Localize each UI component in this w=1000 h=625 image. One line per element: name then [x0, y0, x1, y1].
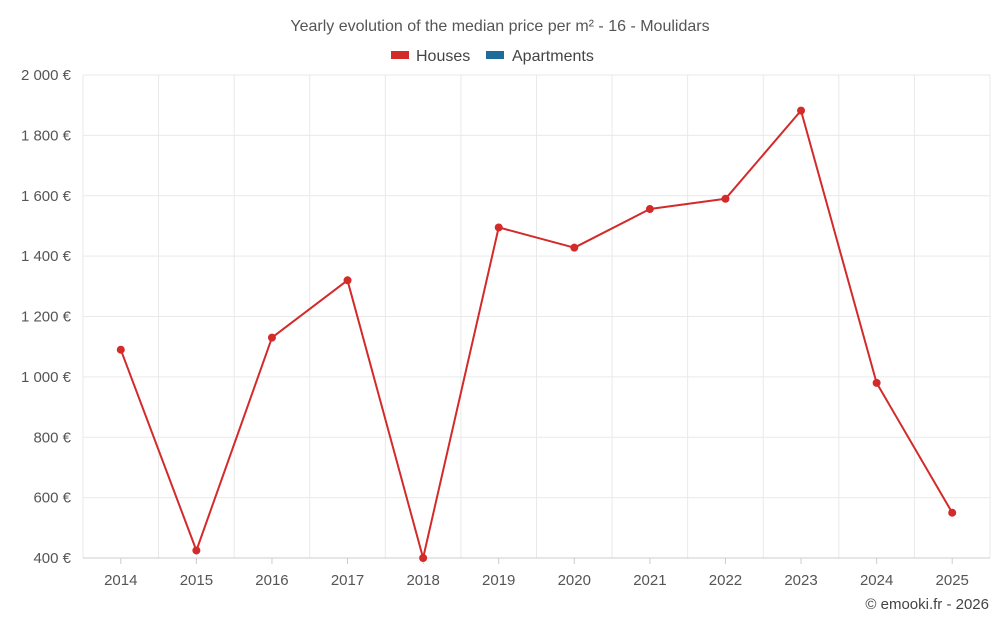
y-tick-label: 400 € — [33, 550, 71, 567]
x-tick-label: 2018 — [406, 572, 439, 589]
data-point-houses[interactable] — [721, 194, 730, 203]
axes: 400 € 600 € 800 € 1 000 € 1 200 € 1 400 € 1 60… — [21, 67, 990, 589]
chart-title: Yearly evolution of the median price per… — [290, 18, 709, 35]
x-tick-label: 2022 — [709, 572, 742, 589]
y-tick-label: 800 € — [33, 429, 71, 446]
y-tick-label: 600 € — [33, 490, 71, 507]
x-tick-label: 2024 — [860, 572, 893, 589]
data-point-houses[interactable] — [267, 333, 276, 342]
x-tick-label: 2023 — [784, 572, 817, 589]
legend-swatch-houses[interactable] — [391, 51, 409, 59]
y-tick-label: 1 800 € — [21, 127, 72, 144]
legend-label-houses[interactable]: Houses — [416, 48, 470, 65]
y-tick-label: 1 600 € — [21, 188, 72, 205]
data-point-houses[interactable] — [116, 345, 125, 354]
data-point-houses[interactable] — [419, 554, 428, 562]
x-tick-label: 2021 — [633, 572, 666, 589]
x-tick-label: 2015 — [180, 572, 213, 589]
data-point-houses[interactable] — [343, 276, 352, 285]
data-point-houses[interactable] — [494, 223, 503, 232]
legend-label-apartments[interactable]: Apartments — [512, 48, 594, 65]
credit-text: © emooki.fr - 2026 — [865, 596, 989, 613]
x-tick-label: 2016 — [255, 572, 288, 589]
data-point-houses[interactable] — [872, 378, 881, 387]
x-tick-label: 2025 — [936, 572, 969, 589]
data-point-houses[interactable] — [192, 546, 201, 555]
y-tick-label: 1 000 € — [21, 369, 72, 386]
data-point-houses[interactable] — [645, 205, 654, 214]
data-point-houses[interactable] — [948, 508, 957, 517]
legend-swatch-apartments[interactable] — [486, 51, 504, 59]
data-point-houses[interactable] — [570, 243, 579, 252]
x-tick-label: 2017 — [331, 572, 364, 589]
x-tick-label: 2020 — [558, 572, 591, 589]
data-point-houses[interactable] — [797, 106, 806, 115]
x-tick-label: 2014 — [104, 572, 137, 589]
legend: Houses Apartments — [391, 48, 594, 65]
y-tick-label: 1 400 € — [21, 248, 72, 265]
x-tick-label: 2019 — [482, 572, 515, 589]
series-line-houses — [119, 109, 954, 559]
y-tick-label: 2 000 € — [21, 67, 72, 84]
series — [116, 106, 957, 562]
y-tick-label: 1 200 € — [21, 309, 72, 326]
grid — [82, 74, 991, 559]
